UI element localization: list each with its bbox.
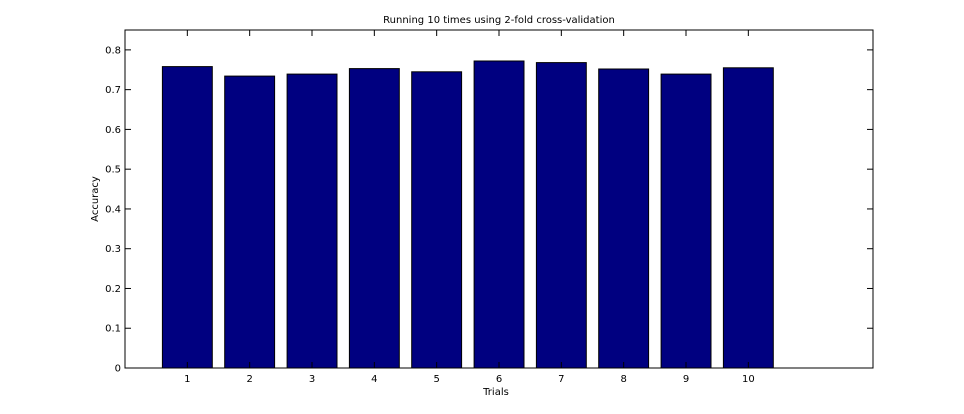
- bar-group: [161, 60, 774, 369]
- x-tick-label: 1: [184, 374, 190, 385]
- y-tick-label: 0.6: [105, 125, 121, 136]
- bar-trial-9: [660, 73, 712, 369]
- y-axis-label: Accuracy: [90, 176, 101, 222]
- y-tick-label: 0.1: [105, 324, 121, 335]
- x-tick-label: 2: [246, 374, 252, 385]
- y-tick-label: 0.4: [105, 204, 121, 215]
- x-tick-label: 9: [683, 374, 689, 385]
- y-axis-ticks: 0 0.1 0.2 0.3 0.4 0.5 0.6 0.7 0.8: [105, 45, 873, 375]
- bar-trial-6: [473, 60, 525, 369]
- x-tick-label: 8: [620, 374, 626, 385]
- x-tick-label: 6: [496, 374, 502, 385]
- bar-trial-2: [224, 75, 276, 369]
- bar-trial-3: [286, 73, 338, 369]
- x-tick-label: 5: [433, 374, 439, 385]
- bar-trial-1: [161, 66, 213, 369]
- x-axis-label: Trials: [482, 387, 509, 398]
- x-tick-label: 10: [742, 374, 755, 385]
- y-tick-label: 0.3: [105, 244, 121, 255]
- bar-trial-7: [535, 62, 587, 369]
- bar-trial-4: [348, 68, 400, 369]
- y-tick-label: 0.8: [105, 45, 121, 56]
- x-tick-label: 7: [558, 374, 564, 385]
- bar-trial-8: [598, 68, 650, 369]
- y-tick-label: 0: [115, 364, 121, 375]
- chart-title: Running 10 times using 2-fold cross-vali…: [383, 15, 615, 26]
- y-tick-label: 0.5: [105, 165, 121, 176]
- x-tick-label: 3: [309, 374, 315, 385]
- bar-trial-10: [722, 67, 774, 369]
- bar-trial-5: [411, 71, 463, 369]
- y-tick-label: 0.2: [105, 284, 121, 295]
- x-axis-ticks: 1 2 3 4 5 6 7 8 9 10: [184, 30, 755, 385]
- x-tick-label: 4: [371, 374, 377, 385]
- y-tick-label: 0.7: [105, 85, 121, 96]
